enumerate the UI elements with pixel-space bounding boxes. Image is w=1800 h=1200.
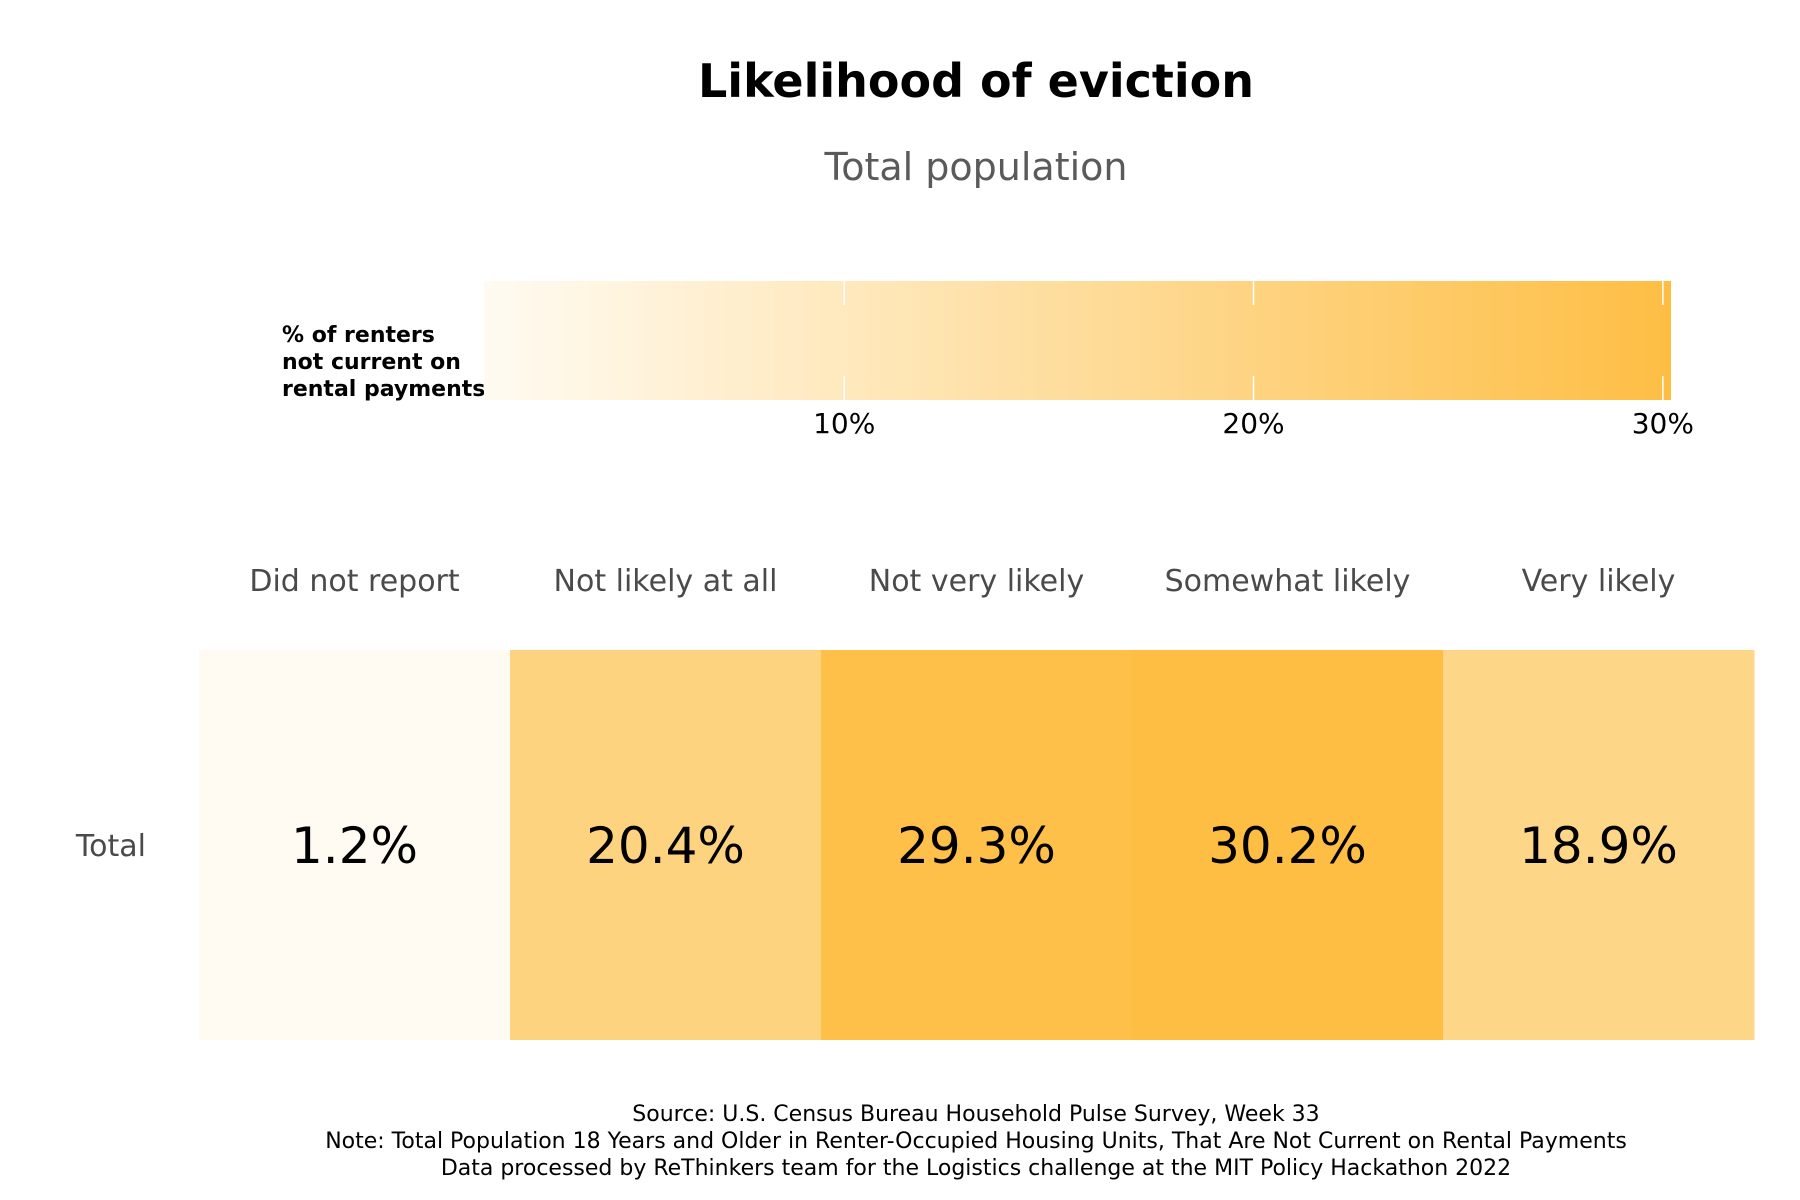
column-labels: Did not report Not likely at all Not very … [249,564,1675,599]
heatmap-cell [1443,650,1755,1040]
column-label: Not very likely [869,564,1084,599]
caption: Source: U.S. Census Bureau Household Pul… [325,1102,1627,1181]
cell-value-label: 30.2% [1208,817,1367,875]
legend-title-line-1: % of renters [282,323,435,348]
caption-note: Note: Total Population 18 Years and Olde… [325,1129,1627,1154]
heatmap-cells: 1.2% 20.4% 29.3% 30.2% 18.9% [199,650,1755,1040]
legend-title-line-3: rental payments [282,377,485,402]
column-label: Not likely at all [554,564,778,599]
cell-value-label: 29.3% [897,817,1056,875]
heatmap-cell [510,650,822,1040]
legend-title: % of renters not current on rental payme… [282,323,485,402]
column-label: Very likely [1522,564,1676,599]
heatmap-cell [199,650,511,1040]
legend-gradient-bar [484,281,1671,400]
legend-tick-label: 10% [813,407,875,440]
heatmap-cell [821,650,1133,1040]
row-label: Total [75,829,146,864]
cell-value-label: 1.2% [291,817,418,875]
row-labels: Total [75,829,146,864]
cell-value-label: 20.4% [586,817,745,875]
column-label: Did not report [249,564,460,599]
cell-value-label: 18.9% [1519,817,1678,875]
legend-title-line-2: not current on [282,350,461,375]
heatmap-cell [1132,650,1444,1040]
color-legend: % of renters not current on rental payme… [282,281,1694,440]
caption-credit: Data processed by ReThinkers team for th… [441,1156,1511,1181]
legend-ticks: 10% 20% 30% [813,281,1694,440]
caption-source: Source: U.S. Census Bureau Household Pul… [632,1102,1319,1127]
chart-title: Likelihood of eviction [698,54,1254,108]
legend-tick-label: 20% [1222,407,1284,440]
column-label: Somewhat likely [1165,564,1411,599]
chart-subtitle: Total population [823,145,1127,189]
legend-tick-label: 30% [1632,407,1694,440]
